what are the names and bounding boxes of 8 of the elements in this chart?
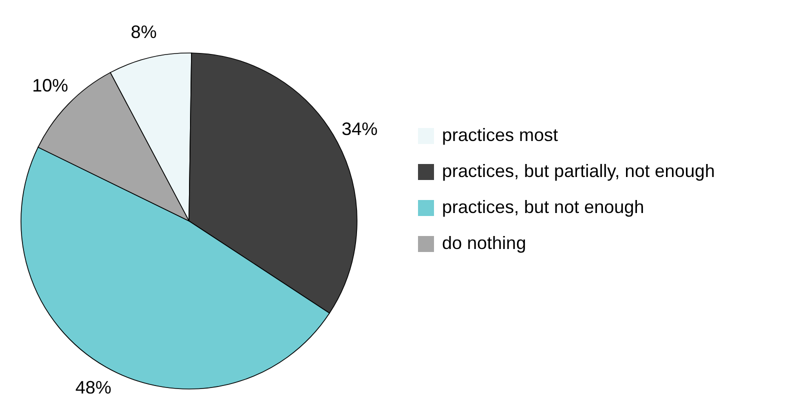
data-label: 8%: [130, 22, 157, 42]
legend-label: practices most: [442, 124, 558, 145]
data-label: 48%: [75, 378, 112, 398]
data-label: 10%: [32, 75, 68, 96]
legend-label: practices, but not enough: [442, 196, 644, 217]
legend-label: practices, but partially, not enough: [442, 160, 715, 181]
data-label: 34%: [342, 119, 378, 140]
legend-label: do nothing: [442, 232, 526, 253]
